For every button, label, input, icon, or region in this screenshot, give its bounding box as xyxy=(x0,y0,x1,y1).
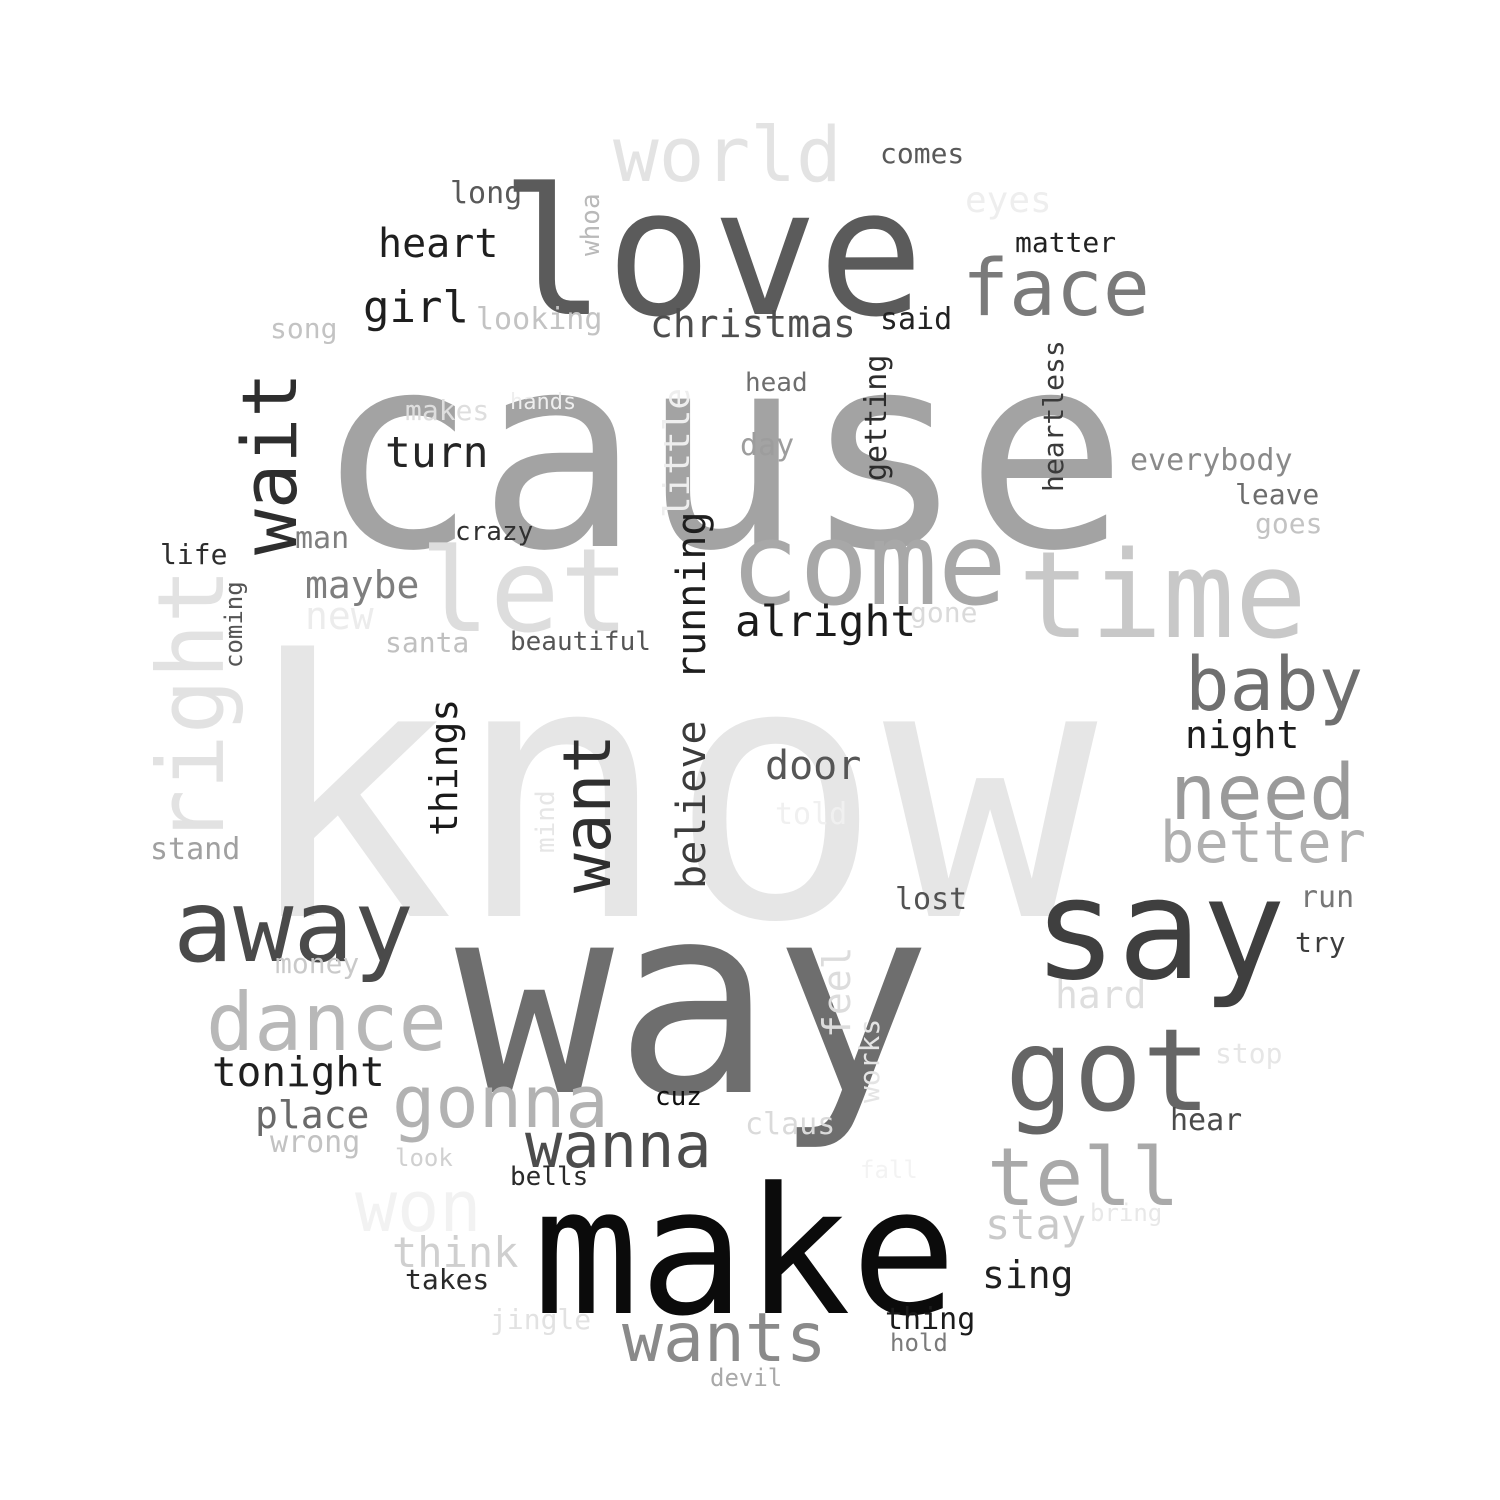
word-say: say xyxy=(1033,849,1286,1012)
word-matter: matter xyxy=(1015,226,1117,259)
word-want: want xyxy=(549,734,626,893)
word-gone: gone xyxy=(910,596,978,629)
word-new: new xyxy=(305,594,374,638)
word-stand: stand xyxy=(150,832,241,867)
word-santa: santa xyxy=(385,626,470,659)
word-hard: hard xyxy=(1055,973,1147,1017)
word-door: door xyxy=(765,743,862,789)
word-little: little xyxy=(657,387,698,518)
word-wanna: wanna xyxy=(525,1109,712,1182)
word-heart: heart xyxy=(378,221,499,267)
word-got: got xyxy=(1005,1004,1211,1137)
word-money: money xyxy=(275,947,360,980)
word-away: away xyxy=(173,868,414,985)
word-tonight: tonight xyxy=(212,1048,385,1096)
word-getting: getting xyxy=(859,354,894,481)
word-need: need xyxy=(1170,749,1356,838)
word-place: place xyxy=(255,1093,370,1137)
word-love: love xyxy=(500,151,924,356)
word-life: life xyxy=(160,538,228,571)
word-make: make xyxy=(533,1150,957,1355)
word-wants: wants xyxy=(622,1299,827,1378)
word-look: look xyxy=(395,1144,453,1172)
word-wait: wait xyxy=(225,371,314,555)
word-claus: claus xyxy=(745,1107,836,1142)
word-alright: alright xyxy=(735,597,917,647)
word-bring: bring xyxy=(1090,1199,1163,1227)
word-thing: thing xyxy=(885,1302,976,1337)
word-hold: hold xyxy=(890,1329,948,1357)
word-takes: takes xyxy=(405,1263,490,1296)
word-tell: tell xyxy=(987,1131,1180,1224)
word-goes: goes xyxy=(1255,507,1323,540)
word-day: day xyxy=(740,428,795,463)
word-things: things xyxy=(422,698,466,836)
word-makes: makes xyxy=(405,394,490,427)
word-everybody: everybody xyxy=(1130,443,1293,478)
word-stop: stop xyxy=(1215,1037,1283,1070)
word-believe: believe xyxy=(669,720,715,889)
word-way: way xyxy=(455,848,932,1155)
word-turn: turn xyxy=(385,428,489,478)
word-comes: comes xyxy=(880,137,965,170)
word-hear: hear xyxy=(1170,1103,1243,1138)
word-world: world xyxy=(613,110,842,199)
word-bells: bells xyxy=(510,1162,589,1192)
word-baby: baby xyxy=(1185,642,1364,728)
word-cause: cause xyxy=(315,295,1128,610)
word-try: try xyxy=(1295,926,1346,959)
word-come: come xyxy=(730,498,1007,632)
word-head: head xyxy=(745,368,808,398)
word-works: works xyxy=(853,1018,886,1103)
word-beautiful: beautiful xyxy=(510,627,651,657)
word-leave: leave xyxy=(1235,478,1320,511)
word-won: won xyxy=(355,1166,482,1248)
word-heartless: heartless xyxy=(1037,340,1070,492)
word-long: long xyxy=(450,176,523,211)
word-feel: feel xyxy=(815,946,859,1038)
word-running: running xyxy=(669,511,715,680)
word-gonna: gonna xyxy=(392,1060,609,1144)
word-coming: coming xyxy=(220,581,248,668)
word-jingle: jingle xyxy=(490,1303,592,1336)
word-dance: dance xyxy=(206,976,447,1069)
word-devil: devil xyxy=(710,1364,783,1392)
word-sing: sing xyxy=(982,1253,1074,1297)
word-think: think xyxy=(392,1228,519,1277)
word-run: run xyxy=(1300,880,1355,915)
word-whoa: whoa xyxy=(576,193,606,256)
word-stay: stay xyxy=(985,1200,1087,1249)
word-night: night xyxy=(1185,713,1300,757)
word-lost: lost xyxy=(895,882,968,917)
word-know: know xyxy=(240,586,1098,1000)
word-told: told xyxy=(775,797,848,832)
word-cuz: cuz xyxy=(655,1082,702,1112)
word-time: time xyxy=(1018,527,1307,666)
word-crazy: crazy xyxy=(455,517,534,547)
word-maybe: maybe xyxy=(305,563,420,607)
word-girl: girl xyxy=(363,282,469,333)
word-let: let xyxy=(420,524,630,659)
word-face: face xyxy=(962,244,1150,334)
word-wrong: wrong xyxy=(270,1125,361,1160)
word-fall: fall xyxy=(860,1156,918,1184)
word-mind: mind xyxy=(531,790,561,853)
word-hands: hands xyxy=(510,390,577,415)
word-looking: looking xyxy=(476,302,603,337)
word-man: man xyxy=(295,521,350,556)
word-better: better xyxy=(1160,810,1366,876)
word-eyes: eyes xyxy=(965,180,1052,221)
word-said: said xyxy=(880,302,953,337)
word-christmas: christmas xyxy=(650,302,856,346)
word-song: song xyxy=(270,312,338,345)
